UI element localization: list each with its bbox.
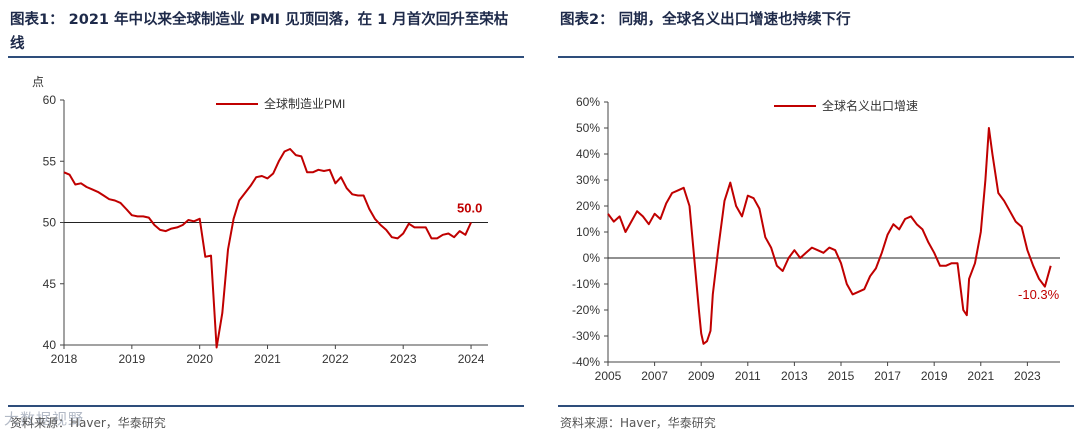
watermark-text: 大数据视野 — [4, 410, 85, 428]
y-tick-label: 55 — [43, 154, 57, 168]
y-tick-label: 45 — [43, 277, 57, 291]
legend-label: 全球制造业PMI — [264, 96, 345, 111]
x-tick-label: 2013 — [781, 369, 808, 383]
left-chart-panel: 图表1： 2021 年中以来全球制造业 PMI 见顶回落，在 1 月首次回升至荣… — [0, 0, 530, 440]
x-tick-label: 2021 — [254, 352, 281, 366]
y-tick-label: 60 — [43, 93, 57, 107]
legend-label: 全球名义出口增速 — [822, 98, 918, 113]
left-bottom-rule — [8, 405, 524, 407]
y-tick-label: -30% — [572, 329, 600, 343]
y-axis-unit-label: 点 — [32, 75, 44, 89]
x-tick-label: 2020 — [186, 352, 213, 366]
y-tick-label: 50 — [43, 216, 57, 230]
series-line-0 — [607, 127, 1052, 345]
x-tick-label: 2019 — [921, 369, 948, 383]
y-tick-label: 10% — [576, 225, 600, 239]
y-tick-label: 40% — [576, 147, 600, 161]
left-top-rule — [8, 56, 524, 58]
right-source-note: 资料来源：Haver，华泰研究 — [560, 416, 716, 430]
y-tick-label: 60% — [576, 95, 600, 109]
x-tick-label: 2007 — [641, 369, 668, 383]
x-tick-label: 2017 — [874, 369, 901, 383]
x-tick-label: 2022 — [322, 352, 349, 366]
x-tick-label: 2024 — [458, 352, 485, 366]
y-tick-label: -20% — [572, 303, 600, 317]
right-chart-title: 图表2： 同期，全球名义出口增速也持续下行 — [560, 12, 851, 28]
x-tick-label: 2018 — [51, 352, 78, 366]
x-tick-label: 2023 — [390, 352, 417, 366]
y-tick-label: 0% — [583, 251, 601, 265]
left-source-note: 资料来源：Haver，华泰研究 — [10, 416, 166, 430]
y-tick-label: 30% — [576, 173, 600, 187]
pmi-line-chart: 40 45 50 55 60 2018 2019 2020 2021 2022 2023 2024 点全… — [32, 75, 488, 366]
x-tick-label: 2019 — [118, 352, 145, 366]
latest-value-annotation: 50.0 — [457, 201, 482, 216]
y-tick-label: 50% — [576, 121, 600, 135]
left-chart-title: 图表1： 2021 年中以来全球制造业 PMI 见顶回落，在 1 月首次回升至荣… — [10, 12, 509, 52]
x-tick-label: 2021 — [967, 369, 994, 383]
x-tick-label: 2015 — [828, 369, 855, 383]
y-tick-label: 40 — [43, 338, 57, 352]
x-tick-label: 2005 — [595, 369, 622, 383]
latest-value-annotation: -10.3% — [1018, 287, 1060, 302]
series-line-0 — [63, 148, 472, 349]
y-tick-label: -40% — [572, 355, 600, 369]
y-tick-label: 20% — [576, 199, 600, 213]
export-growth-line-chart: -40% -30% -20% -10% 0% 10% 20% 30% 40% 50% 60% 2005… — [572, 95, 1060, 383]
y-tick-label: -10% — [572, 277, 600, 291]
right-chart-panel: 图表2： 同期，全球名义出口增速也持续下行 -40% -30% -20% -10% 0%… — [550, 0, 1080, 440]
right-bottom-rule — [558, 405, 1074, 407]
x-tick-label: 2009 — [688, 369, 715, 383]
right-top-rule — [558, 56, 1074, 58]
x-tick-label: 2011 — [735, 369, 761, 383]
x-tick-label: 2023 — [1014, 369, 1041, 383]
